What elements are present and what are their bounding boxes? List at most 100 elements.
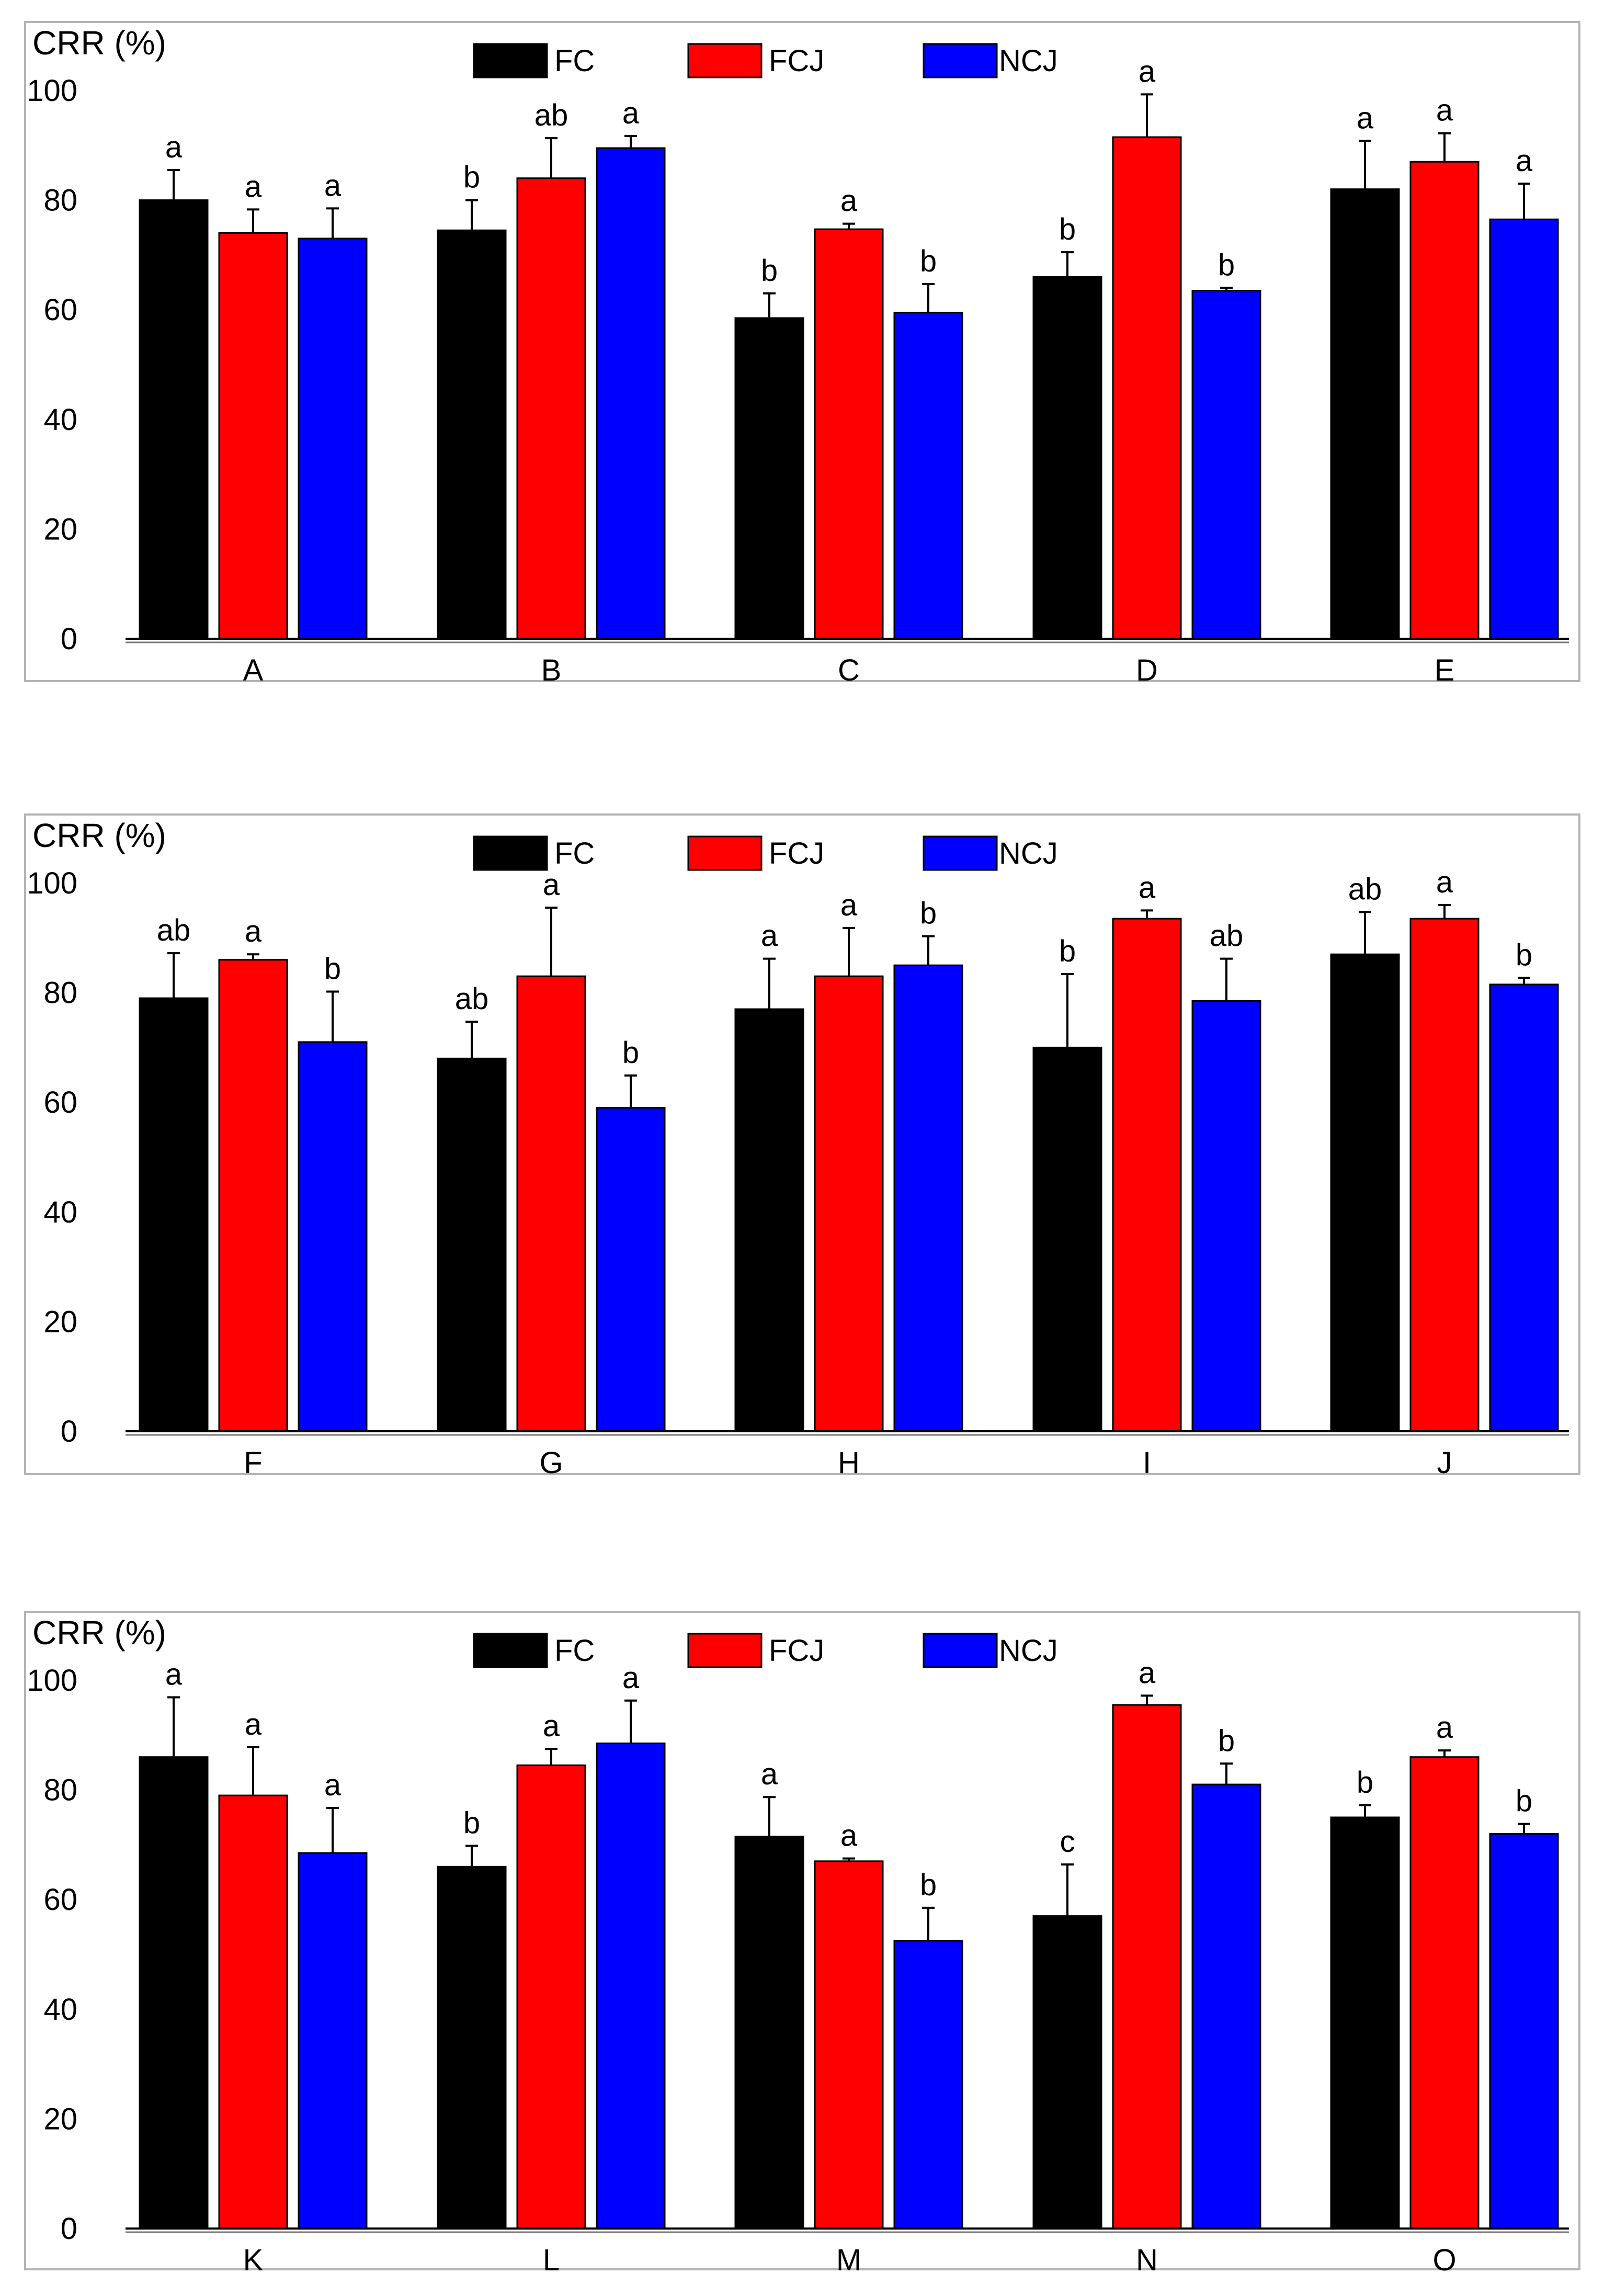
y-axis-title: CRR (%) xyxy=(32,817,166,854)
significance-label: a xyxy=(165,130,183,164)
y-tick-label: 80 xyxy=(43,976,77,1010)
legend-label-fcj: FCJ xyxy=(769,1634,824,1668)
bar xyxy=(1032,276,1102,640)
bar xyxy=(1330,953,1400,1432)
legend-swatch-fc xyxy=(473,43,548,78)
significance-label: a xyxy=(1516,144,1533,178)
legend-swatch-ncj xyxy=(923,835,998,871)
significance-label: a xyxy=(840,888,858,922)
bar xyxy=(893,311,963,640)
significance-label: ab xyxy=(455,982,489,1016)
bar xyxy=(1032,1915,1102,2230)
bar xyxy=(1409,1756,1480,2230)
legend-swatch-fcj xyxy=(687,1633,763,1668)
significance-label: a xyxy=(165,1657,183,1691)
legend-label-fc: FC xyxy=(554,1634,595,1668)
bar xyxy=(734,317,804,640)
bar xyxy=(437,1057,507,1432)
x-tick-label: J xyxy=(1437,1446,1452,1480)
significance-label: a xyxy=(1139,54,1156,88)
bar xyxy=(1330,188,1400,640)
significance-label: b xyxy=(1516,938,1532,972)
significance-label: a xyxy=(1436,94,1453,128)
legend-swatch-fc xyxy=(473,1633,548,1668)
significance-label: b xyxy=(324,952,341,986)
y-tick-label: 80 xyxy=(43,184,77,218)
bar xyxy=(1191,290,1261,640)
significance-label: ab xyxy=(1348,873,1382,907)
chart-frame xyxy=(24,1611,1580,2270)
significance-label: c xyxy=(1060,1825,1075,1859)
bar xyxy=(814,228,884,640)
bar xyxy=(1489,1833,1559,2230)
x-tick-label: M xyxy=(836,2243,861,2277)
y-tick-label: 20 xyxy=(43,1305,77,1339)
significance-label: a xyxy=(761,1757,778,1791)
significance-label: a xyxy=(1436,1711,1453,1745)
significance-label: a xyxy=(622,96,640,130)
y-axis-title: CRR (%) xyxy=(32,1614,166,1652)
significance-label: b xyxy=(761,254,778,288)
significance-label: a xyxy=(245,169,262,203)
bar xyxy=(298,1041,368,1432)
legend-swatch-ncj xyxy=(923,1633,998,1668)
y-axis-title: CRR (%) xyxy=(32,24,166,62)
x-tick-label: K xyxy=(243,2243,264,2277)
legend-label-ncj: NCJ xyxy=(999,836,1058,870)
y-tick-label: 100 xyxy=(27,866,77,900)
bar xyxy=(218,1794,288,2230)
y-tick-label: 20 xyxy=(43,512,77,546)
legend-label-ncj: NCJ xyxy=(999,1634,1058,1668)
x-tick-label: G xyxy=(539,1446,563,1480)
legend-swatch-ncj xyxy=(923,43,998,78)
bar xyxy=(218,959,288,1432)
significance-label: b xyxy=(920,244,937,278)
significance-label: b xyxy=(463,161,480,195)
y-tick-label: 40 xyxy=(43,1993,77,2027)
bar xyxy=(734,1008,804,1432)
bar xyxy=(596,1743,666,2230)
legend-label-fcj: FCJ xyxy=(769,44,824,78)
y-tick-label: 60 xyxy=(43,1883,77,1917)
bar xyxy=(516,975,586,1432)
significance-label: a xyxy=(1139,1656,1156,1690)
x-tick-label: O xyxy=(1432,2243,1456,2277)
significance-label: b xyxy=(1218,248,1235,282)
legend-label-fc: FC xyxy=(554,44,595,78)
significance-label: a xyxy=(543,1709,560,1743)
significance-label: b xyxy=(1516,1784,1532,1818)
bar xyxy=(298,237,368,640)
bar xyxy=(218,232,288,640)
y-tick-label: 100 xyxy=(27,74,77,108)
y-tick-label: 80 xyxy=(43,1773,77,1807)
bar xyxy=(814,1860,884,2230)
significance-label: a xyxy=(324,1768,342,1802)
legend-label-fc: FC xyxy=(554,836,595,870)
significance-label: a xyxy=(245,914,262,948)
chart-frame xyxy=(24,21,1580,682)
chart-frame xyxy=(24,813,1580,1475)
legend-swatch-fcj xyxy=(687,43,763,78)
bar xyxy=(139,997,209,1432)
bar xyxy=(893,964,963,1432)
significance-label: b xyxy=(1059,934,1076,968)
significance-label: a xyxy=(543,868,560,902)
significance-label: a xyxy=(1357,101,1374,135)
bar xyxy=(437,1865,507,2230)
significance-label: ab xyxy=(1210,919,1244,953)
bar xyxy=(1330,1816,1400,2230)
significance-label: b xyxy=(622,1036,639,1070)
significance-label: b xyxy=(920,1868,937,1902)
y-tick-label: 100 xyxy=(27,1664,77,1698)
significance-label: b xyxy=(1059,212,1076,246)
significance-label: b xyxy=(920,897,937,931)
x-tick-label: C xyxy=(838,653,860,687)
y-tick-label: 60 xyxy=(43,293,77,327)
significance-label: b xyxy=(1357,1766,1373,1800)
significance-label: a xyxy=(1436,865,1453,899)
bar xyxy=(596,1107,666,1432)
bar xyxy=(1191,1783,1261,2230)
